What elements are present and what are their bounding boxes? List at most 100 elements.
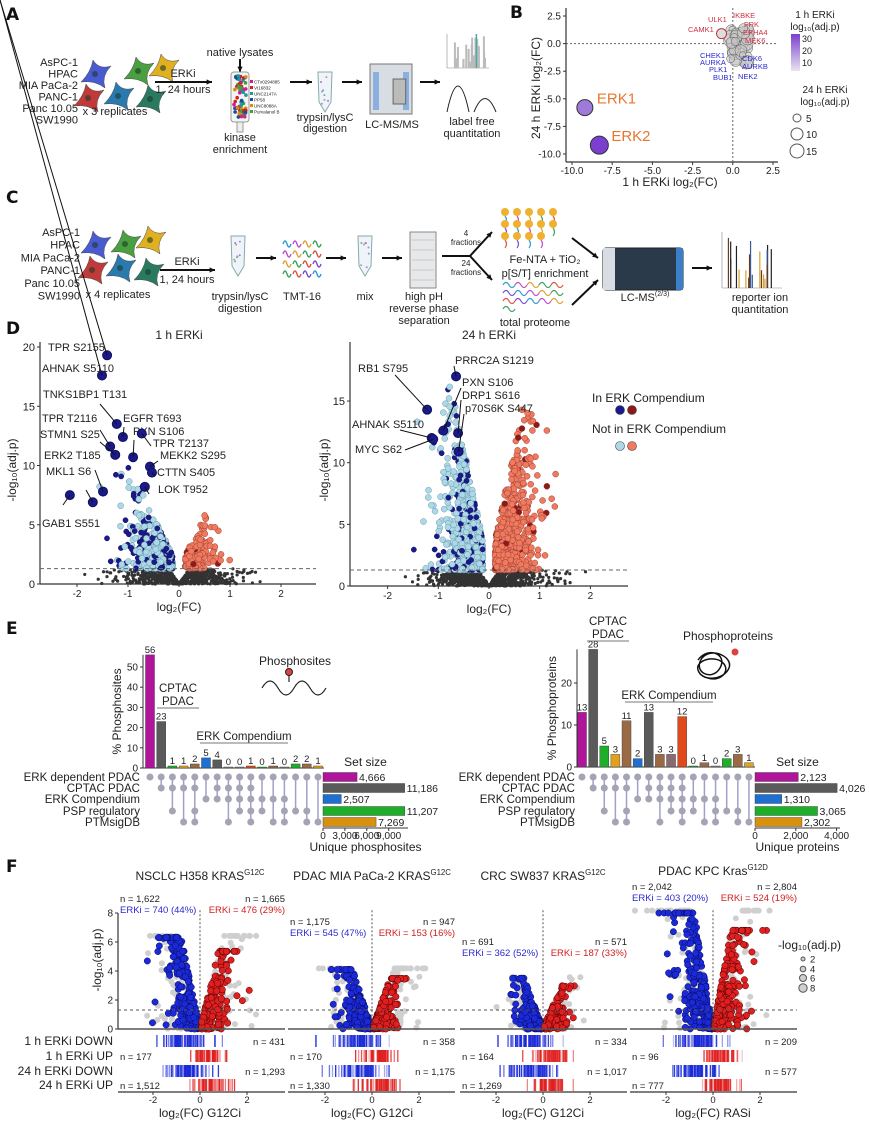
phosphopeptide xyxy=(528,239,532,249)
peptide-dot xyxy=(323,98,326,101)
scatter-point xyxy=(154,948,162,955)
peptide-dot xyxy=(367,246,370,249)
cell-line-label: Panc 10.05 xyxy=(22,103,78,115)
scatter-point xyxy=(216,571,221,575)
legend-swatch xyxy=(615,405,625,415)
scatter-point xyxy=(496,575,500,579)
membership-dot xyxy=(269,795,277,803)
scatter-point xyxy=(492,540,499,548)
color-scale-tick: 10 xyxy=(802,58,812,68)
scatter-point xyxy=(189,581,193,586)
set-size-bar xyxy=(754,817,803,827)
scatter-point xyxy=(564,572,568,576)
scatter-point xyxy=(484,581,488,585)
scatter-point xyxy=(207,994,215,1002)
set-size-value: 2,507 xyxy=(343,794,369,806)
x-tick-label: -5.0 xyxy=(644,166,662,177)
scatter-point xyxy=(149,1019,156,1027)
bar-value-label: 1 xyxy=(181,756,186,767)
scatter-point xyxy=(470,520,477,527)
nucleus xyxy=(145,269,151,275)
scatter-point xyxy=(145,514,152,521)
cell-icon xyxy=(135,225,167,255)
cell-line-label: PANC-1 xyxy=(38,92,78,104)
tmt-tag xyxy=(312,240,322,248)
scatter-point xyxy=(464,551,471,558)
membership-dot xyxy=(224,795,232,803)
scatter-point xyxy=(142,548,150,556)
scatter-point xyxy=(446,403,453,410)
scatter-point xyxy=(453,413,460,419)
scatter-point xyxy=(435,572,439,577)
scatter-point xyxy=(463,478,470,484)
point-label: ERK2 T185 xyxy=(44,450,101,462)
intersection-bar xyxy=(156,721,166,769)
membership-dot xyxy=(247,818,255,826)
size-legend-label: 10 xyxy=(806,130,818,141)
scatter-point xyxy=(126,573,130,578)
label-leader-line xyxy=(99,429,111,447)
cell-line-label: HPAC xyxy=(50,240,80,252)
size-legend-circle xyxy=(789,143,805,159)
scatter-point xyxy=(201,512,208,519)
point-label: AHNAK S5110 xyxy=(352,419,424,431)
scatter-point xyxy=(211,524,219,531)
point-label: RB1 S795 xyxy=(358,363,408,375)
arrow-head-icon xyxy=(206,79,212,85)
scatter-point xyxy=(151,998,159,1006)
y-axis-label: 24 h ERKi log₂(FC) xyxy=(529,37,543,139)
x-tick-label: -2.5 xyxy=(684,166,702,177)
text-label: total proteome xyxy=(500,317,570,329)
scatter-point xyxy=(435,519,443,526)
scatter-point xyxy=(187,994,195,1001)
scatter-point xyxy=(141,541,148,549)
panel-label-c: C xyxy=(6,188,18,208)
bead-legend-swatch xyxy=(250,80,253,83)
erk-point xyxy=(589,135,609,155)
scatter-point xyxy=(551,503,559,510)
membership-dot xyxy=(700,795,708,803)
scatter-point xyxy=(123,528,130,535)
scatter-point xyxy=(499,518,507,526)
scatter-point xyxy=(218,967,226,974)
scatter-point xyxy=(411,546,417,553)
membership-dot xyxy=(667,795,675,803)
scatter-point xyxy=(527,576,531,580)
y-tick-label: 20 xyxy=(561,679,573,690)
membership-dot xyxy=(634,795,642,803)
scatter-point xyxy=(245,932,252,939)
bead-legend-label: CTx0294885 xyxy=(254,80,280,85)
scatter-point xyxy=(521,434,528,442)
scatter-point xyxy=(443,565,451,573)
scatter-point xyxy=(440,505,448,513)
tmt-tag xyxy=(282,260,292,268)
scatter-point xyxy=(529,427,536,434)
scatter-point xyxy=(504,584,508,588)
peptide-dot xyxy=(362,243,365,246)
color-scale-tick: 20 xyxy=(802,46,812,56)
scatter-point xyxy=(140,570,144,575)
panel-b-scatter: -10.0 -7.5 -5.0 -2.5 0.0 2.52.50.0-2.5-5.0-7.… xyxy=(529,8,850,189)
bead xyxy=(237,111,242,116)
peptide xyxy=(550,289,564,297)
scatter-point xyxy=(177,983,185,991)
scatter-point xyxy=(190,560,197,568)
peptide xyxy=(526,289,540,297)
scatter-point xyxy=(134,578,138,582)
scatter-point xyxy=(100,581,104,586)
scatter-point xyxy=(165,570,170,575)
x-tick-label: 2.5 xyxy=(766,166,780,177)
bar-value-label: 1 xyxy=(170,756,175,767)
scatter-point xyxy=(197,575,201,579)
replicates-label: x 3 replicates xyxy=(83,106,148,118)
scatter-point xyxy=(469,576,473,580)
scatter-point xyxy=(440,549,447,555)
scatter-point xyxy=(222,573,226,578)
membership-dot xyxy=(236,807,244,815)
bead xyxy=(537,208,545,216)
scatter-point xyxy=(227,956,235,964)
scatter-point xyxy=(117,502,124,510)
bar-value-label: 1 xyxy=(271,756,276,767)
